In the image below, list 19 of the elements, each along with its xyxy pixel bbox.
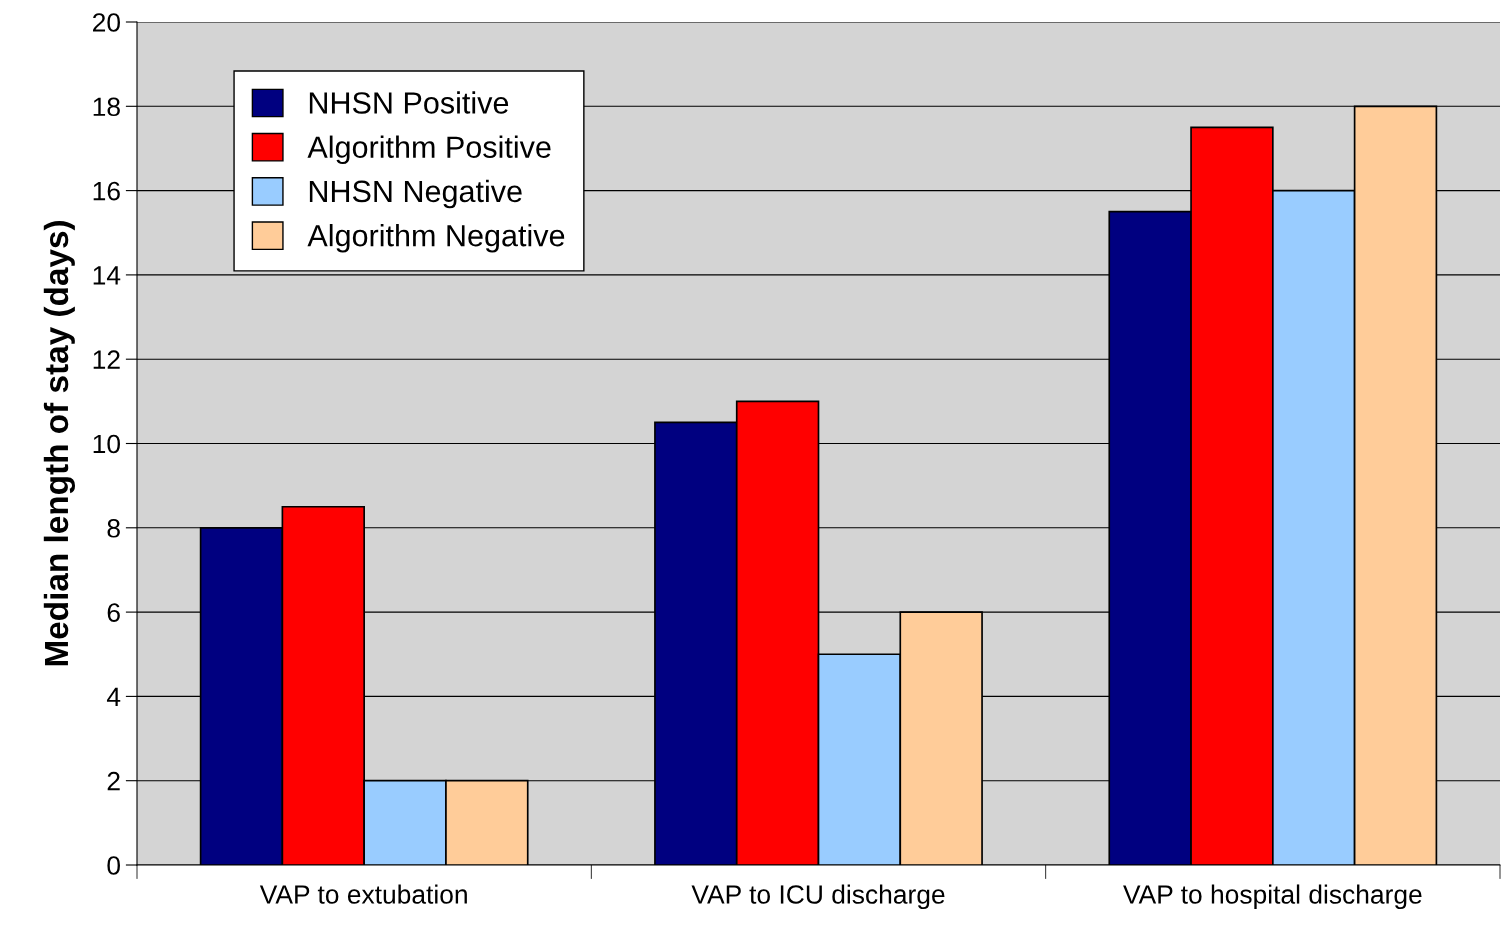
legend-label: NHSN Positive [309,91,509,114]
y-tick-label: 8 [107,518,120,538]
x-tick-label: VAP to ICU discharge [691,884,945,910]
y-tick-label: 4 [106,687,121,706]
x-tick-label: VAP to hospital discharge [1123,884,1422,910]
y-tick-label: 20 [93,13,120,32]
y-tick-label: 2 [107,771,120,791]
y-tick-label: 18 [93,97,120,117]
y-tick-label: 16 [93,181,120,201]
y-tick-label: 0 [107,856,120,875]
y-tick-label: 12 [93,350,120,369]
x-tick-label: VAP to extubation [259,884,467,904]
y-tick-label: 14 [93,266,121,285]
y-axis-title: Median length of stay (days) [43,221,76,666]
legend-label: NHSN Negative [309,179,522,209]
y-tick-label: 10 [93,434,120,454]
legend-label: Algorithm Negative [307,224,565,253]
y-tick-label: 6 [107,603,120,622]
legend-label: Algorithm Positive [307,135,551,165]
